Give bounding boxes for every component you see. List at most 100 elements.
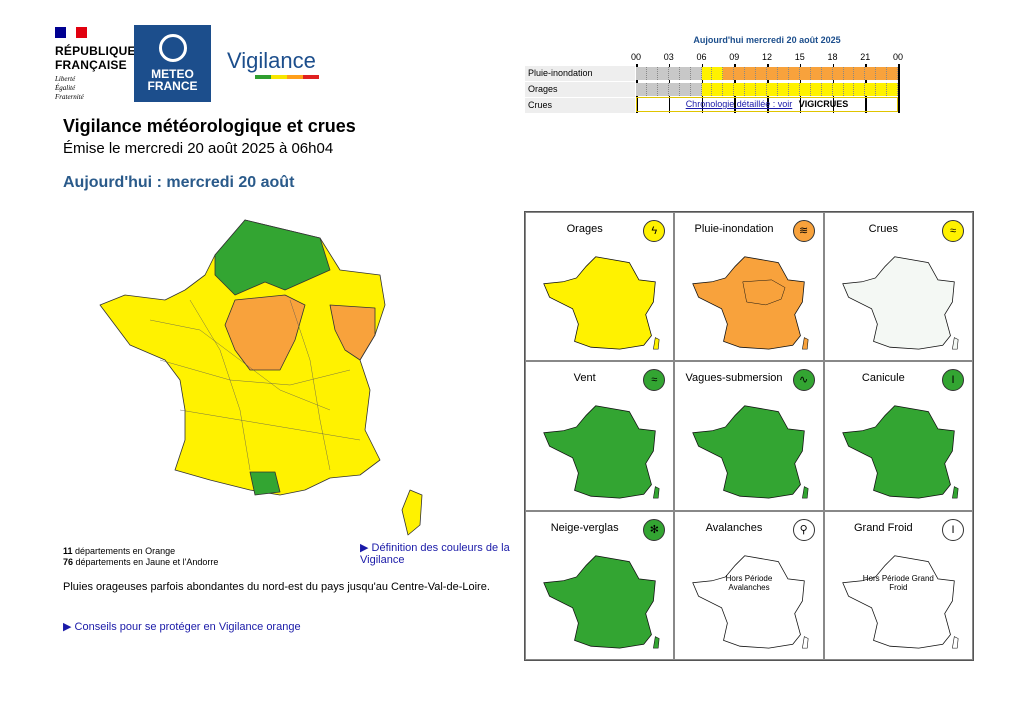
timeline-tick: 18 bbox=[827, 52, 838, 62]
issue-date: Émise le mercredi 20 août 2025 à 06h04 bbox=[63, 140, 334, 157]
logo-line2: FRANCE bbox=[147, 79, 198, 93]
mini-map-shape bbox=[543, 405, 656, 499]
phenomenon-cell[interactable]: Vagues-submersion ∿ bbox=[674, 361, 824, 511]
timeline-hour-cell bbox=[701, 67, 713, 80]
phenomenon-title: Vagues-submersion bbox=[685, 372, 783, 385]
corsica[interactable] bbox=[401, 489, 423, 536]
timeline-hour-cell bbox=[843, 83, 855, 96]
forecast-comment: Pluies orageuses parfois abondantes du n… bbox=[63, 581, 490, 593]
vigilance-bar-segment bbox=[271, 75, 287, 79]
timeline-hour-cell bbox=[865, 83, 877, 96]
mini-map-shape bbox=[841, 256, 955, 350]
republique-line1: RÉPUBLIQUE bbox=[55, 44, 136, 58]
north-green-region[interactable] bbox=[214, 219, 331, 296]
phenomenon-title: Orages bbox=[566, 223, 603, 235]
out-of-season-label: Hors Période Grand Froid bbox=[862, 573, 934, 592]
timeline-hour-cell bbox=[657, 67, 669, 80]
timeline-hour-cell bbox=[810, 67, 822, 80]
vigilance-color-bar bbox=[255, 75, 319, 79]
meteo-france-logo[interactable]: METEO FRANCE bbox=[134, 25, 211, 102]
vigilance-bar-segment bbox=[287, 75, 303, 79]
motto-liberte: Liberté bbox=[55, 75, 76, 83]
rain-flood-icon: ≋ bbox=[792, 220, 815, 242]
timeline-hour-cell bbox=[821, 83, 833, 96]
phenomenon-title: Canicule bbox=[861, 372, 905, 385]
timeline-hour-cell bbox=[734, 67, 746, 80]
main-france-map[interactable] bbox=[90, 210, 450, 540]
timeline-hour-cell bbox=[646, 67, 658, 80]
mini-corsica bbox=[653, 486, 660, 499]
orange-count: 11 bbox=[63, 546, 73, 556]
timeline-tick: 03 bbox=[663, 52, 674, 62]
timeline-hour-cell bbox=[756, 83, 768, 96]
phenomenon-cell[interactable]: Avalanches ⚲ Hors Période Avalanches bbox=[674, 510, 824, 660]
mini-corsica bbox=[951, 635, 959, 649]
timeline-tick: 06 bbox=[696, 52, 707, 62]
timeline-hour-cell bbox=[690, 67, 702, 80]
phenomena-grid: Orages ϟ Pluie-inondation ≋ Crues ≈ Vent ≈ Vague… bbox=[524, 211, 974, 661]
out-of-season-label: Hors Période Avalanches bbox=[725, 573, 773, 592]
timeline-hour-cell bbox=[854, 67, 866, 80]
timeline-hour-cell bbox=[756, 67, 768, 80]
timeline-hour-cell bbox=[854, 83, 866, 96]
mini-map-shape bbox=[692, 405, 806, 499]
timeline-hour-cell bbox=[668, 83, 680, 96]
phenomenon-cell[interactable]: Pluie-inondation ≋ bbox=[674, 212, 824, 362]
vigilance-bar-segment bbox=[303, 75, 319, 79]
timeline-tick: 12 bbox=[761, 52, 772, 62]
timeline-hour-cell bbox=[832, 83, 844, 96]
mini-map-shape bbox=[692, 256, 806, 350]
mini-france-map bbox=[692, 405, 809, 499]
phenomenon-cell[interactable]: Crues ≈ bbox=[823, 212, 973, 362]
pyrenees-green-region[interactable] bbox=[249, 471, 281, 496]
phenomenon-cell[interactable]: Orages ϟ bbox=[525, 212, 675, 362]
timeline-hour-cell bbox=[636, 67, 647, 80]
timeline-hour-cell bbox=[723, 67, 735, 80]
mini-corsica bbox=[951, 337, 959, 350]
timeline-hour-cell bbox=[767, 67, 778, 80]
mini-france-map bbox=[543, 555, 660, 649]
phenomenon-title: Vent bbox=[573, 372, 596, 385]
snowflake-icon: ✻ bbox=[643, 518, 666, 541]
vigicrues-logo[interactable]: VIGICRUES bbox=[798, 99, 849, 109]
mini-corsica bbox=[951, 486, 959, 499]
thermometer-hot-icon: I bbox=[941, 369, 964, 392]
timeline-hour-cell bbox=[690, 83, 702, 96]
mini-map-shape bbox=[841, 405, 955, 499]
phenomenon-title: Neige-verglas bbox=[550, 521, 619, 534]
mini-france-map bbox=[841, 405, 959, 499]
phenomenon-title: Grand Froid bbox=[853, 521, 913, 534]
phenomenon-cell[interactable]: Vent ≈ bbox=[525, 361, 675, 511]
center-orange-region[interactable] bbox=[224, 294, 306, 371]
phenomenon-title: Pluie-inondation bbox=[694, 223, 774, 235]
vigilance-logo[interactable]: Vigilance bbox=[227, 48, 316, 73]
color-definition-link[interactable]: ▶ Définition des couleurs de la Vigilanc… bbox=[360, 542, 510, 566]
wind-icon: ≈ bbox=[643, 369, 666, 392]
motto-egalite: Égalité bbox=[55, 84, 76, 92]
mini-map-shape bbox=[692, 555, 806, 649]
phenomenon-cell[interactable]: Neige-verglas ✻ bbox=[525, 510, 675, 660]
thermometer-cold-icon: I bbox=[941, 518, 964, 541]
timeline-tick: 00 bbox=[630, 52, 641, 62]
timeline-hour-cell bbox=[821, 67, 833, 80]
timeline-hour-cell bbox=[788, 67, 800, 80]
phenomenon-cell[interactable]: Grand Froid I Hors Période Grand Froid bbox=[823, 510, 973, 660]
timeline-hour-cell bbox=[712, 83, 724, 96]
timeline-hour-cell bbox=[843, 67, 855, 80]
timeline-hour-cell bbox=[668, 67, 680, 80]
orange-text: départements en Orange bbox=[75, 546, 176, 556]
orange-advice-link[interactable]: ▶ Conseils pour se protéger en Vigilance… bbox=[63, 621, 301, 633]
timeline-hour-cell bbox=[636, 83, 647, 96]
mini-france-map bbox=[841, 555, 959, 649]
phenomenon-cell[interactable]: Canicule I bbox=[823, 361, 973, 511]
crues-chronology-link[interactable]: Chronologie détaillée : voir bbox=[685, 99, 793, 109]
timeline-row-label: Crues bbox=[525, 98, 635, 113]
mini-map-shape bbox=[841, 555, 955, 649]
marianne-flag bbox=[55, 27, 88, 38]
timeline-tick-line bbox=[898, 64, 900, 113]
east-orange-region[interactable] bbox=[329, 304, 376, 361]
mini-corsica bbox=[802, 337, 809, 350]
timeline-hour-cell bbox=[723, 83, 735, 96]
lightning-icon: ϟ bbox=[643, 220, 666, 242]
yellow-count: 76 bbox=[63, 557, 74, 567]
